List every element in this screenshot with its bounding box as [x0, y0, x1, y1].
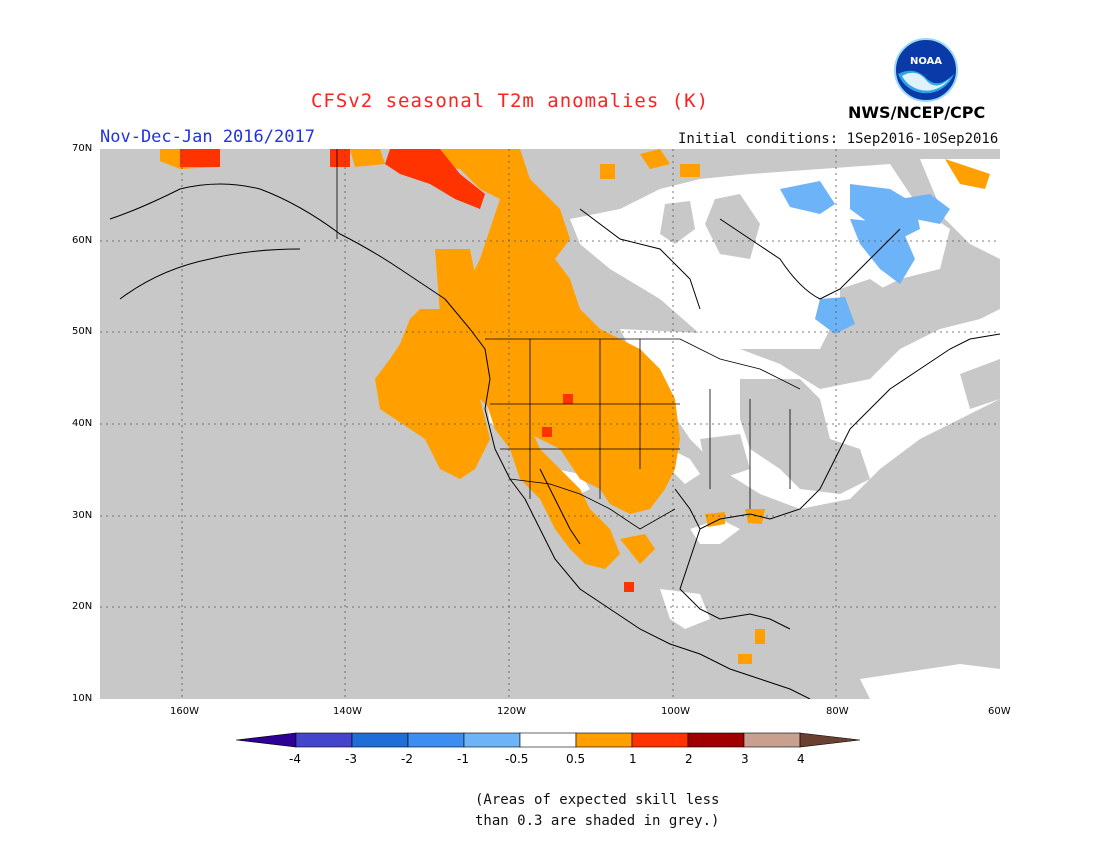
- lat-label: 20N: [72, 601, 93, 612]
- colorbar-label: 2: [685, 752, 693, 766]
- political-borders: [336, 149, 801, 530]
- lon-label: 100W: [661, 706, 690, 717]
- low-skill-patches: [660, 194, 1000, 494]
- colorbar-cell: [519, 732, 577, 748]
- skill-note-line-2: than 0.3 are shaded in grey.): [475, 813, 720, 829]
- colorbar-cell: [407, 732, 465, 748]
- colorbar-label: -1: [457, 752, 469, 766]
- logo-text: NOAA: [910, 56, 942, 67]
- colorbar-cell: [295, 732, 353, 748]
- lon-label: 60W: [988, 706, 1011, 717]
- lon-label: 140W: [333, 706, 362, 717]
- colorbar-cell: [743, 732, 801, 748]
- lon-label: 120W: [497, 706, 526, 717]
- skill-note-line-1: (Areas of expected skill less: [475, 792, 720, 808]
- colorbar-label: -0.5: [505, 752, 529, 766]
- colorbar-cell: [463, 732, 521, 748]
- colorbar-cell: [631, 732, 689, 748]
- skill-note: (Areas of expected skill less than 0.3 a…: [475, 790, 719, 832]
- above-normal-regions: [160, 149, 990, 664]
- lat-label: 40N: [72, 418, 93, 429]
- coastlines: [109, 183, 1000, 699]
- lon-label: 80W: [826, 706, 849, 717]
- colorbar-cell: [351, 732, 409, 748]
- forecast-period: Nov-Dec-Jan 2016/2017: [100, 127, 315, 147]
- colorbar-cell: [687, 732, 745, 748]
- below-normal-regions: [780, 181, 950, 334]
- lat-label: 60N: [72, 235, 93, 246]
- colorbar-right-arrow: [799, 732, 861, 748]
- map-title: CFSv2 seasonal T2m anomalies (K): [310, 90, 710, 112]
- colorbar-label: 4: [797, 752, 805, 766]
- colorbar-left-arrow: [236, 732, 297, 748]
- initial-conditions: Initial conditions: 1Sep2016-10Sep2016: [678, 131, 999, 147]
- lat-label: 70N: [72, 143, 93, 154]
- colorbar-cell: [575, 732, 633, 748]
- colorbar-label: 1: [629, 752, 637, 766]
- north-america-anomaly-map: [100, 149, 1000, 699]
- noaa-logo: NOAA: [894, 38, 958, 102]
- lat-label: 30N: [72, 510, 93, 521]
- colorbar: [236, 732, 861, 748]
- lat-label: 10N: [72, 693, 93, 704]
- colorbar-label: 3: [741, 752, 749, 766]
- colorbar-label: -3: [345, 752, 357, 766]
- graticule: [100, 149, 1000, 699]
- lat-label: 50N: [72, 326, 93, 337]
- lon-label: 160W: [170, 706, 199, 717]
- organization-label: NWS/NCEP/CPC: [848, 103, 986, 122]
- colorbar-cells: [236, 732, 861, 748]
- colorbar-label: 0.5: [566, 752, 586, 766]
- colorbar-label: -4: [289, 752, 301, 766]
- colorbar-label: -2: [401, 752, 413, 766]
